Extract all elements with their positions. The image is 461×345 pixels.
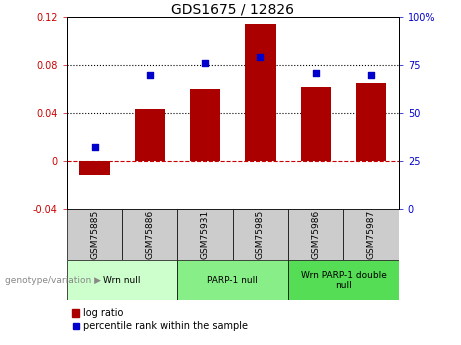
Point <box>201 60 209 66</box>
Text: GSM75986: GSM75986 <box>311 210 320 259</box>
Text: Wrn PARP-1 double
null: Wrn PARP-1 double null <box>301 270 386 290</box>
Point <box>367 72 375 78</box>
Bar <box>67 260 177 300</box>
Bar <box>79 161 110 175</box>
Text: GSM75987: GSM75987 <box>366 210 376 259</box>
Text: Wrn null: Wrn null <box>103 276 141 285</box>
Bar <box>356 83 386 161</box>
Text: GSM75985: GSM75985 <box>256 210 265 259</box>
Point <box>312 70 319 76</box>
Bar <box>245 24 276 161</box>
Bar <box>233 209 288 260</box>
Point <box>146 72 154 78</box>
Bar <box>343 209 399 260</box>
Bar <box>301 87 331 161</box>
Text: GSM75885: GSM75885 <box>90 210 99 259</box>
Point <box>257 55 264 60</box>
Text: GSM75931: GSM75931 <box>201 210 210 259</box>
Bar <box>288 209 343 260</box>
Bar <box>177 209 233 260</box>
Bar <box>67 209 122 260</box>
Legend: log ratio, percentile rank within the sample: log ratio, percentile rank within the sa… <box>72 308 248 332</box>
Bar <box>122 209 177 260</box>
Text: GSM75886: GSM75886 <box>145 210 154 259</box>
Text: genotype/variation ▶: genotype/variation ▶ <box>5 276 100 285</box>
Text: PARP-1 null: PARP-1 null <box>207 276 258 285</box>
Bar <box>177 260 288 300</box>
Bar <box>135 109 165 161</box>
Bar <box>190 89 220 161</box>
Point <box>91 145 98 150</box>
Bar <box>288 260 399 300</box>
Title: GDS1675 / 12826: GDS1675 / 12826 <box>171 2 294 16</box>
